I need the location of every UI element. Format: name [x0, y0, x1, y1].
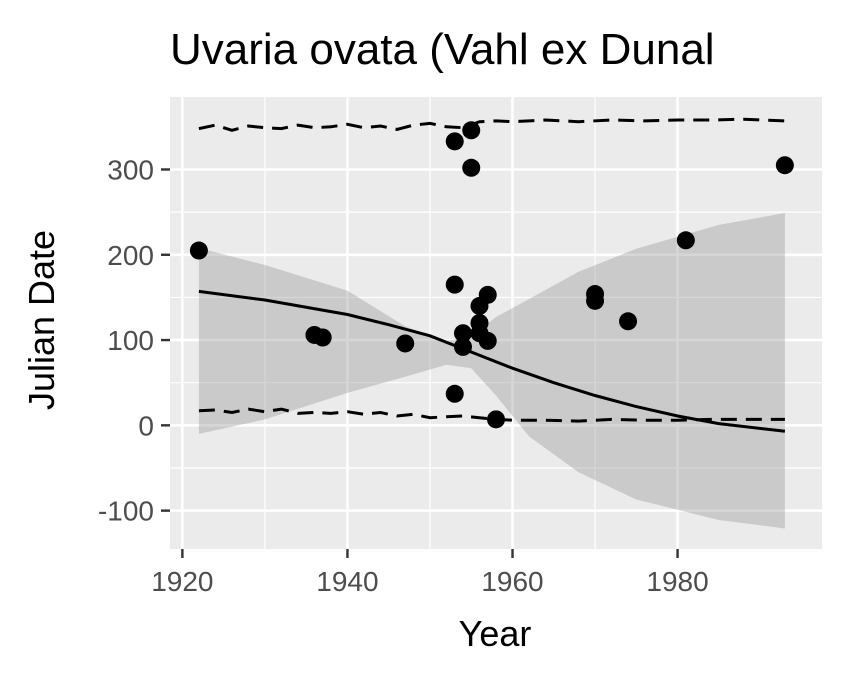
- y-tick-label: 300: [107, 154, 154, 185]
- data-point: [445, 275, 464, 294]
- x-tick-label: 1980: [646, 566, 708, 597]
- upper-dashed-line: [198, 117, 785, 132]
- x-axis: 1920 1940 1960 1980: [151, 549, 709, 597]
- x-tick-label: 1960: [481, 566, 543, 597]
- y-axis-title: Julian Date: [21, 230, 62, 410]
- data-point: [462, 121, 481, 140]
- data-point: [313, 328, 332, 347]
- data-point: [445, 132, 464, 151]
- data-point: [453, 324, 472, 343]
- data-point: [189, 241, 208, 260]
- data-point: [453, 337, 472, 356]
- plot-panel: [170, 97, 822, 549]
- data-point: [676, 231, 695, 250]
- data-point: [462, 158, 481, 177]
- data-point: [396, 334, 415, 353]
- data-point: [445, 384, 464, 403]
- data-point: [619, 312, 638, 331]
- data-point: [586, 291, 605, 310]
- confidence-band: [198, 213, 785, 529]
- y-axis: -100 0 100 200 300: [98, 154, 170, 527]
- y-tick-label: -100: [98, 496, 154, 527]
- y-tick-label: 0: [138, 410, 154, 441]
- x-tick-label: 1940: [316, 566, 378, 597]
- y-tick-label: 200: [107, 240, 154, 271]
- fit-line: [198, 289, 786, 433]
- lower-dashed-line: [198, 407, 785, 423]
- y-tick-label: 100: [107, 325, 154, 356]
- data-point: [478, 331, 497, 350]
- x-tick-label: 1920: [151, 566, 213, 597]
- data-points: [189, 121, 794, 429]
- data-point: [487, 410, 505, 429]
- chart-title: Uvaria ovata (Vahl ex Dunal: [170, 25, 715, 74]
- data-point: [478, 285, 497, 304]
- data-point: [775, 156, 794, 175]
- x-axis-title: Year: [459, 613, 532, 654]
